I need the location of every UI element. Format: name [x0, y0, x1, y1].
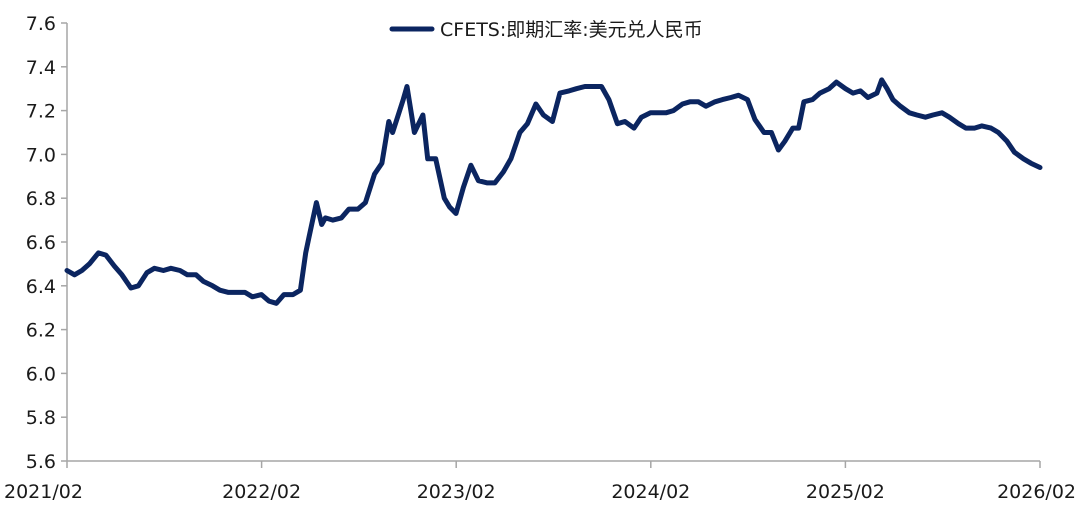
y-tick-label: 6.4	[26, 276, 56, 298]
x-tick-label: 2026/02	[997, 481, 1076, 503]
y-tick-label: 5.8	[26, 407, 56, 429]
series-line	[64, 77, 1043, 306]
y-tick-label: 7.6	[26, 13, 56, 35]
legend-label: CFETS:即期汇率:美元兑人民币	[440, 19, 703, 41]
y-axis: 5.6 5.8 6.0 6.2 6.4 6.6 6.8 7.0 7.2 7.4 7.6	[26, 13, 68, 473]
y-tick-label: 6.0	[26, 363, 56, 385]
x-tick-label: 2022/02	[222, 481, 301, 503]
y-tick-label: 5.6	[26, 451, 56, 473]
y-tick-label: 6.2	[26, 320, 56, 342]
y-tick-label: 7.2	[26, 101, 56, 123]
x-tick-label: 2024/02	[611, 481, 690, 503]
y-tick-label: 6.6	[26, 232, 56, 254]
x-tick-label: 2025/02	[806, 481, 885, 503]
x-axis: 2021/02 2022/02 2023/02 2024/02 2025/02 2026/…	[4, 460, 1076, 503]
legend: CFETS:即期汇率:美元兑人民币	[389, 19, 703, 41]
x-tick-label: 2021/02	[4, 481, 83, 503]
y-tick-label: 7.4	[26, 57, 56, 79]
x-tick-label: 2023/02	[417, 481, 496, 503]
series-layer	[64, 77, 1043, 306]
y-tick-label: 7.0	[26, 144, 56, 166]
y-tick-label: 6.8	[26, 188, 56, 210]
